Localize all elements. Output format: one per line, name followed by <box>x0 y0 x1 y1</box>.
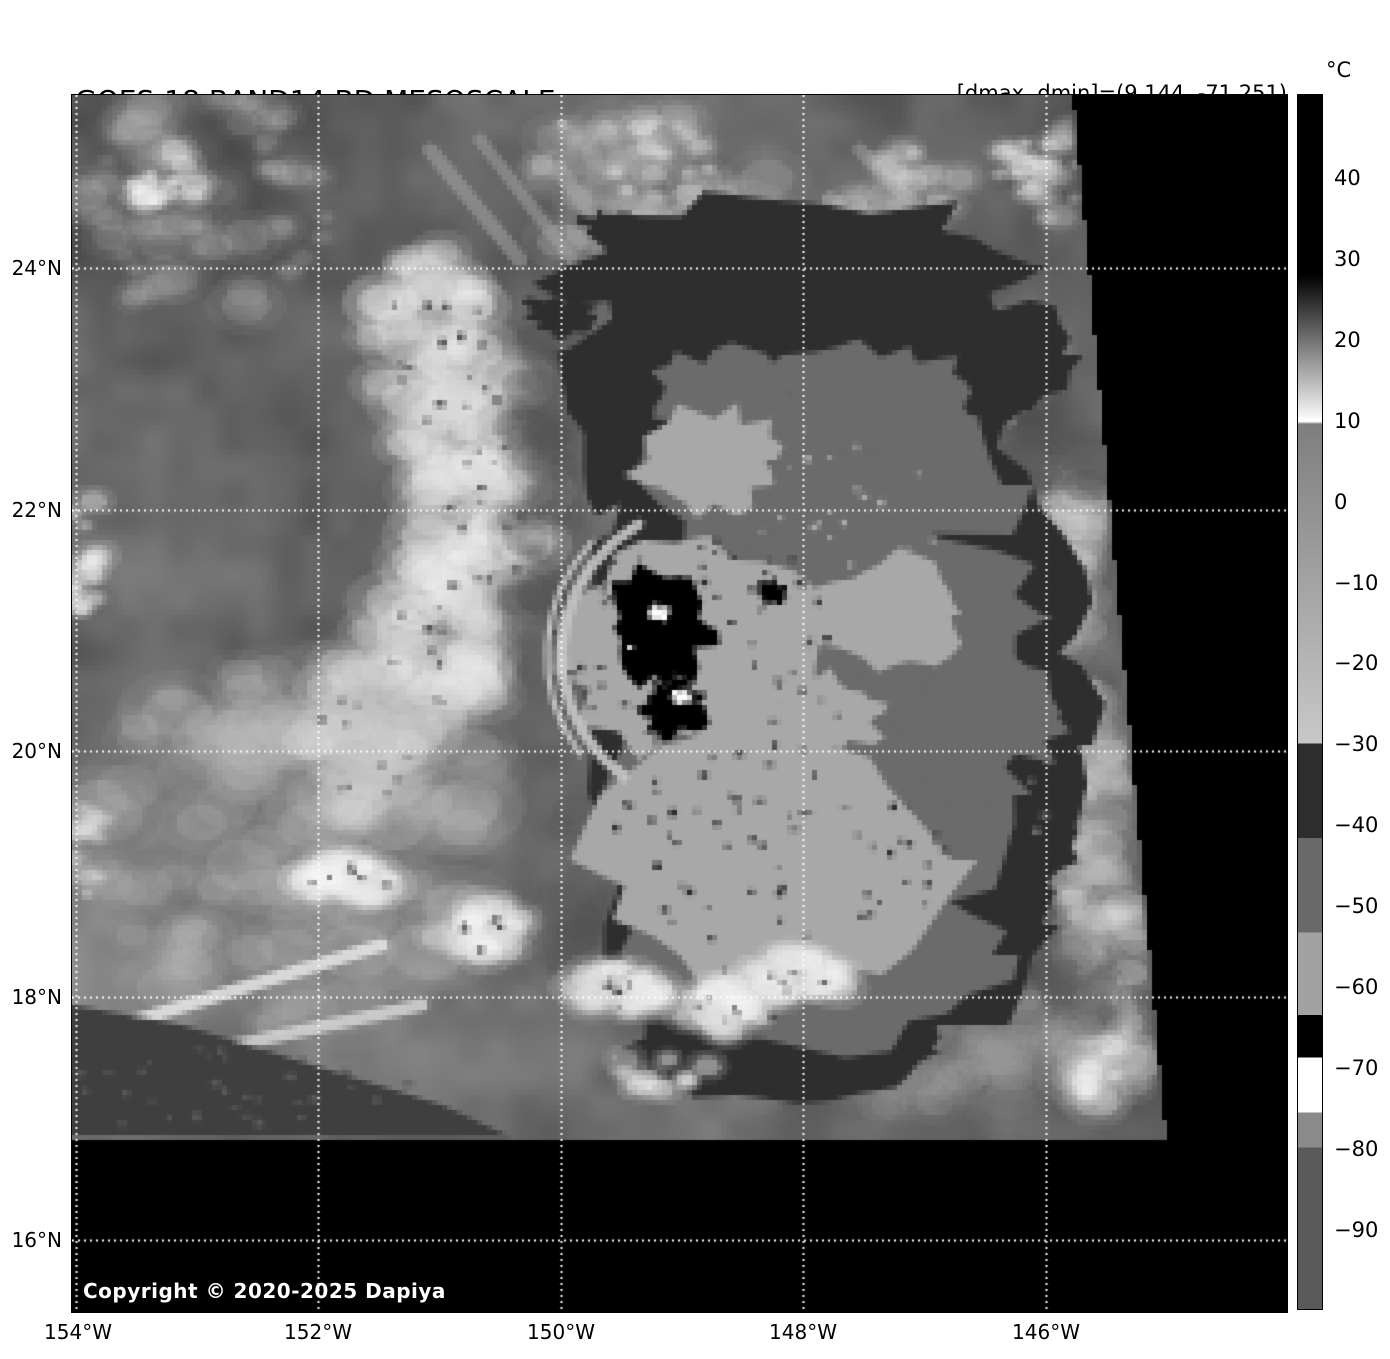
lat-label-20n: 20°N <box>11 739 62 763</box>
colorbar-tick: 0 <box>1334 490 1348 514</box>
satellite-image-canvas <box>72 95 1287 1312</box>
lon-label-152w: 152°W <box>284 1320 352 1344</box>
colorbar-tick: −30 <box>1334 732 1379 756</box>
colorbar-tick: −10 <box>1334 571 1379 595</box>
colorbar-tick: −80 <box>1334 1137 1379 1161</box>
lat-label-18n: 18°N <box>11 985 62 1009</box>
colorbar-tick: 10 <box>1334 409 1361 433</box>
lat-label-16n: 16°N <box>11 1228 62 1252</box>
colorbar <box>1297 94 1323 1310</box>
colorbar-tick: −90 <box>1334 1218 1379 1242</box>
copyright-watermark: Copyright © 2020-2025 Dapiya <box>83 1279 446 1303</box>
lon-label-154w: 154°W <box>44 1320 112 1344</box>
colorbar-gradient <box>1298 95 1322 1309</box>
lon-label-148w: 148°W <box>769 1320 837 1344</box>
colorbar-tick: −70 <box>1334 1056 1379 1080</box>
colorbar-tick: 30 <box>1334 247 1361 271</box>
colorbar-tick: −20 <box>1334 651 1379 675</box>
colorbar-tick: 40 <box>1334 166 1361 190</box>
lon-label-150w: 150°W <box>527 1320 595 1344</box>
lon-label-146w: 146°W <box>1012 1320 1080 1344</box>
colorbar-tick: −60 <box>1334 975 1379 999</box>
colorbar-tick: −50 <box>1334 894 1379 918</box>
satellite-plot-area: Copyright © 2020-2025 Dapiya <box>71 94 1288 1313</box>
colorbar-tick: 20 <box>1334 328 1361 352</box>
colorbar-unit-label: °C <box>1326 58 1352 82</box>
lat-label-24n: 24°N <box>11 256 62 280</box>
lat-label-22n: 22°N <box>11 498 62 522</box>
colorbar-tick: −40 <box>1334 813 1379 837</box>
